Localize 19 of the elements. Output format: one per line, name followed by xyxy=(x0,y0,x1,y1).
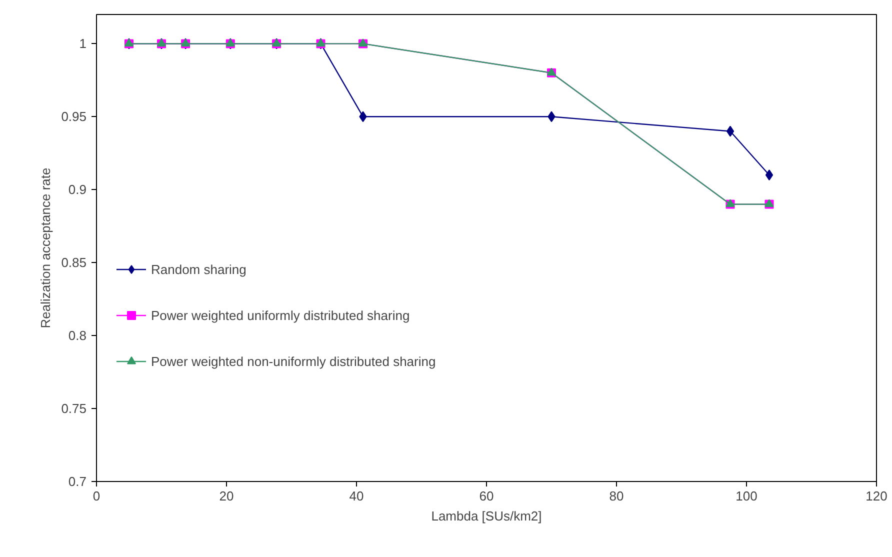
x-tick-label: 20 xyxy=(219,488,234,504)
y-tick-label: 0.7 xyxy=(68,474,87,489)
x-tick-label: 0 xyxy=(92,488,100,504)
y-tick-label: 0.95 xyxy=(61,109,87,124)
x-tick-label: 100 xyxy=(736,488,758,504)
x-tick-label: 40 xyxy=(349,488,364,504)
x-tick-label: 60 xyxy=(479,488,494,504)
x-tick-label: 80 xyxy=(609,488,624,504)
legend-label: Power weighted non-uniformly distributed sharing xyxy=(151,354,436,368)
x-axis-title: Lambda [SUs/km2] xyxy=(431,508,542,524)
y-axis-title: Realization acceptance rate xyxy=(38,168,54,328)
legend-label: Power weighted uniformly distributed sharing xyxy=(151,308,410,322)
x-tick-label: 120 xyxy=(866,488,888,504)
y-tick-label: 0.9 xyxy=(68,182,87,198)
y-tick-label: 0.8 xyxy=(68,328,87,344)
y-tick-label: 1 xyxy=(79,36,87,52)
y-tick-label: 0.85 xyxy=(61,255,87,270)
legend-label: Random sharing xyxy=(151,262,246,276)
y-tick-label: 0.75 xyxy=(61,401,87,416)
